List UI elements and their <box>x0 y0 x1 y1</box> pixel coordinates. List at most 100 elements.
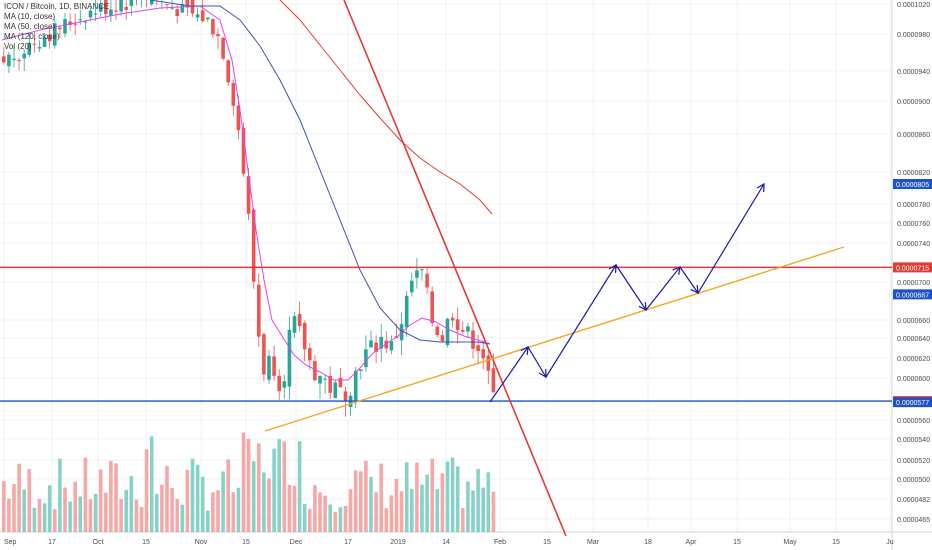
volume-bar <box>343 506 348 532</box>
volume-bar <box>455 466 460 532</box>
volume-bar <box>119 499 123 532</box>
y-tick-label: 0.0000560 <box>897 418 930 425</box>
volume-bar <box>369 476 373 532</box>
x-tick-label: Nov <box>195 539 208 546</box>
volume-bar <box>68 501 72 532</box>
ma120-line <box>279 0 493 215</box>
y-tick-label: 0.0000520 <box>897 458 930 465</box>
volume-bar <box>251 461 256 532</box>
volume-bar <box>415 462 419 532</box>
x-tick-label: 17 <box>48 539 56 546</box>
candle-body <box>63 19 67 34</box>
candle-body <box>313 361 317 381</box>
volume-bar <box>389 495 394 532</box>
volume-bar <box>384 508 389 532</box>
volume-bar <box>17 463 21 532</box>
candle-body <box>129 0 134 6</box>
candle-body <box>277 375 281 392</box>
x-tick-label: Sep <box>4 539 17 546</box>
volume-bar <box>190 458 195 532</box>
volume-bar <box>42 503 47 532</box>
candle-body <box>461 329 465 332</box>
volume-bar <box>241 432 246 532</box>
volume-bar <box>7 498 11 532</box>
candle-body <box>7 54 11 67</box>
volume-bar <box>435 489 440 532</box>
ma50-line <box>149 0 491 345</box>
y-tick-label: 0.0000700 <box>897 280 930 287</box>
candle-body <box>272 356 276 376</box>
x-tick-label: 17 <box>344 539 352 546</box>
volume-bar <box>420 484 424 532</box>
x-tick-label: Apr <box>686 539 698 546</box>
candle-body <box>364 349 368 368</box>
volume-bar <box>78 496 83 532</box>
projection-arrowhead <box>756 182 765 193</box>
volume-bar <box>139 507 144 532</box>
x-tick-label: Dec <box>290 539 303 546</box>
legend-ma120[interactable]: MA (120, close) <box>4 32 60 41</box>
candle-body <box>379 336 383 349</box>
legend-ma10[interactable]: MA (10, close) <box>4 12 56 21</box>
volume-bar <box>353 470 358 532</box>
y-tick-label: 0.0000640 <box>897 336 930 343</box>
y-tick-label: 0.0000540 <box>897 437 930 444</box>
legend-volume[interactable]: Vol (20) <box>4 42 32 51</box>
volume-bar <box>236 487 241 532</box>
candle-body <box>466 326 470 332</box>
volume-bar <box>47 485 52 532</box>
candle-body <box>415 270 419 278</box>
volume-bar <box>27 469 32 532</box>
x-tick-label: 2019 <box>390 539 406 546</box>
candle-body <box>251 209 256 282</box>
candle-body <box>27 42 32 55</box>
candle-body <box>47 34 52 42</box>
candle-body <box>343 391 348 401</box>
volume-bar <box>308 509 312 532</box>
candle-body <box>297 313 302 327</box>
up-trendline <box>264 246 845 432</box>
legend-ma50[interactable]: MA (50, close) <box>4 22 56 31</box>
volume-bar <box>410 488 414 532</box>
candle-body <box>109 9 113 16</box>
candle-body <box>241 127 246 174</box>
candle-body <box>404 295 409 328</box>
volume-bar <box>257 443 261 532</box>
candle-body <box>226 60 230 83</box>
price-tag-label: 0.0000715 <box>896 265 929 272</box>
candle-body <box>384 340 389 349</box>
x-tick-label: 15 <box>142 539 150 546</box>
volume-bar <box>200 476 205 532</box>
legend-symbol[interactable]: ICON / Bitcoin, 1D, BINANCE <box>4 2 110 11</box>
volume-bar <box>297 441 302 532</box>
chart-legend: ICON / Bitcoin, 1D, BINANCE MA (10, clos… <box>4 2 109 52</box>
volume-bar <box>2 481 6 532</box>
volume-bar <box>231 492 236 532</box>
candle-body <box>267 355 271 380</box>
projection-arrowhead <box>608 263 617 274</box>
volume-bar <box>404 462 409 532</box>
price-tag <box>893 262 932 273</box>
volume-bar <box>394 478 399 532</box>
x-tick-label: 15 <box>242 539 250 546</box>
candle-body <box>180 4 185 13</box>
volume-bar <box>216 490 220 532</box>
projection-arrowhead <box>690 284 699 295</box>
candle-body <box>68 21 72 25</box>
y-tick-label: 0.0000980 <box>897 32 930 39</box>
volume-bar <box>93 493 98 532</box>
candle-body <box>53 23 57 46</box>
x-tick-label: Feb <box>494 539 506 546</box>
volume-bar <box>195 464 200 532</box>
candle-body <box>328 375 332 393</box>
x-tick-label: 15 <box>733 539 741 546</box>
volume-bar <box>282 441 287 532</box>
candle-body <box>491 368 496 393</box>
candle-body <box>195 14 200 18</box>
candle-body <box>221 37 225 59</box>
volume-bar <box>374 492 378 532</box>
volume-bar <box>430 458 434 532</box>
candle-body <box>425 273 429 288</box>
projection-arrowhead <box>672 266 681 275</box>
x-tick-label: 18 <box>644 539 652 546</box>
